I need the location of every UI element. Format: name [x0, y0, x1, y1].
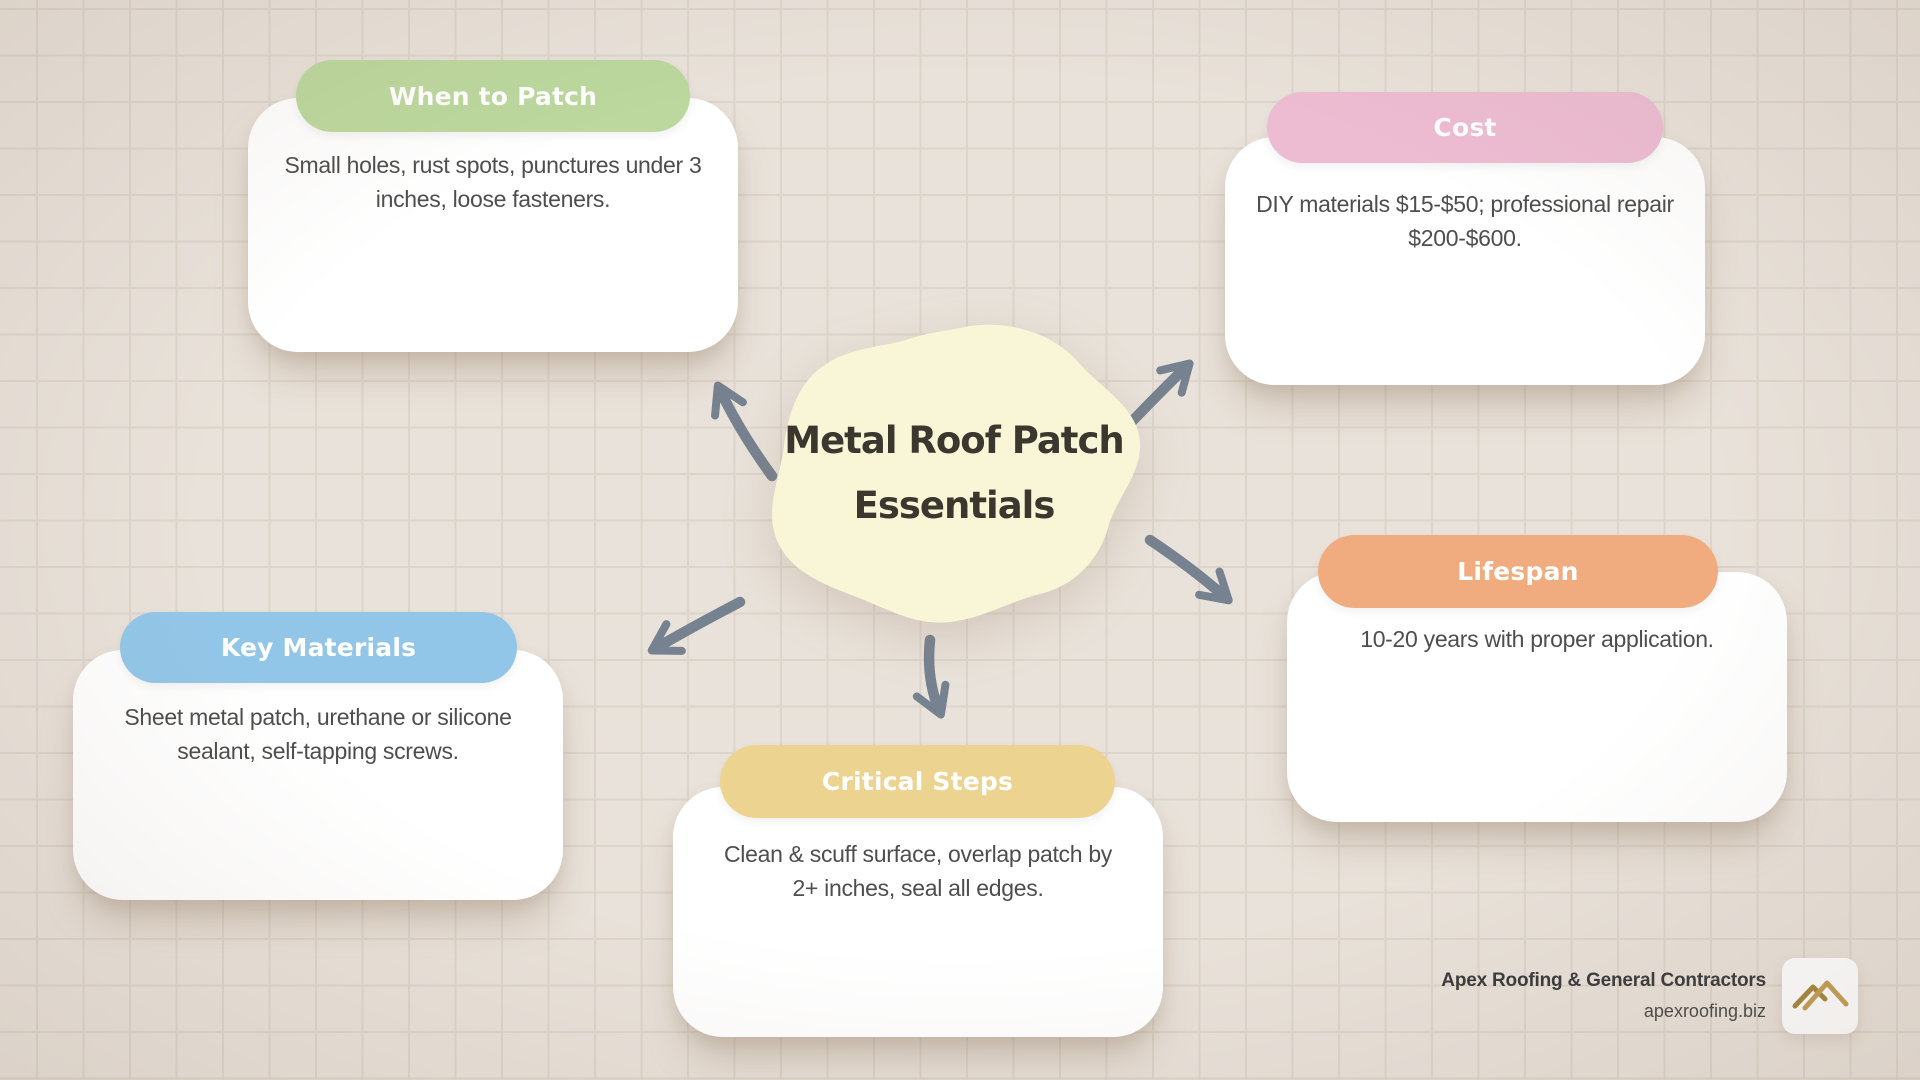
lifespan-label: Lifespan	[1457, 557, 1579, 586]
cost-body: DIY materials $15-$50; professional repa…	[1256, 191, 1674, 251]
company-name: Apex Roofing & General Contractors	[1441, 970, 1766, 991]
key-materials-label: Key Materials	[220, 633, 417, 662]
central-title-line1: Metal Roof Patch	[784, 419, 1124, 462]
lifespan-card: 10-20 years with proper application.	[1287, 572, 1787, 822]
footer-text: Apex Roofing & General Contractors apexr…	[1441, 970, 1766, 1022]
arrow-to-key-materials	[647, 596, 746, 655]
website-url: apexroofing.biz	[1643, 1001, 1766, 1021]
lifespan-pill: Lifespan	[1318, 535, 1718, 608]
central-title-line2: Essentials	[853, 484, 1056, 527]
central-topic: Metal Roof Patch Essentials	[760, 316, 1148, 630]
roof-peaks-icon	[1792, 980, 1849, 1011]
when-to-patch-label: When to Patch	[388, 81, 598, 111]
lifespan-body: 10-20 years with proper application.	[1360, 626, 1714, 652]
company-logo	[1782, 958, 1858, 1034]
arrow-to-critical-steps	[912, 634, 950, 719]
cost-label: Cost	[1433, 113, 1497, 142]
critical-steps-label: Critical Steps	[821, 767, 1014, 796]
when-to-patch-card: Small holes, rust spots, punctures under…	[248, 98, 738, 352]
when-to-patch-pill: When to Patch	[296, 60, 690, 132]
footer-branding: Apex Roofing & General Contractors apexr…	[1441, 958, 1858, 1034]
arrow-to-lifespan	[1144, 534, 1233, 605]
critical-steps-card: Clean & scuff surface, overlap patch by …	[673, 787, 1163, 1037]
critical-steps-pill: Critical Steps	[720, 745, 1115, 818]
arrow-to-when-to-patch	[711, 381, 778, 482]
critical-steps-body: Clean & scuff surface, overlap patch by …	[723, 841, 1113, 901]
central-title: Metal Roof Patch Essentials	[760, 316, 1148, 630]
key-materials-pill: Key Materials	[120, 612, 517, 683]
blob-shape	[772, 324, 1141, 623]
cost-card: DIY materials $15-$50; professional repa…	[1225, 137, 1705, 385]
key-materials-card: Sheet metal patch, urethane or silicone …	[73, 650, 563, 900]
key-materials-body: Sheet metal patch, urethane or silicone …	[124, 704, 512, 764]
cost-pill: Cost	[1267, 92, 1663, 163]
when-to-patch-body: Small holes, rust spots, punctures under…	[284, 152, 702, 212]
